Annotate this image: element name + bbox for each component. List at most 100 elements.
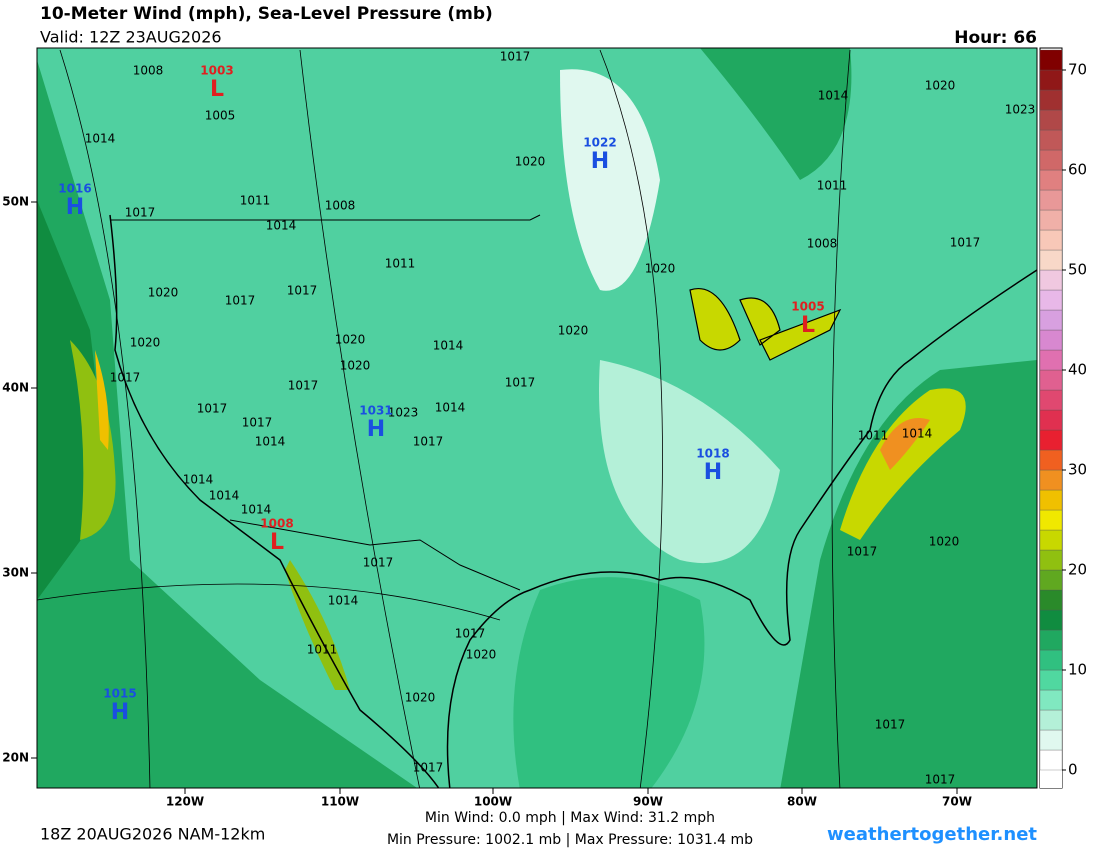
- isobar-label: 1020: [405, 691, 436, 705]
- title: 10-Meter Wind (mph), Sea-Level Pressure …: [40, 4, 493, 24]
- atlantic-wind: [780, 360, 1037, 788]
- lat-label: 20N: [2, 751, 29, 765]
- calm-area: [599, 360, 780, 564]
- isobar-label: 1014: [209, 489, 240, 503]
- canada-wind: [700, 48, 852, 180]
- isobar-label: 1014: [255, 435, 286, 449]
- lon-label: 120W: [166, 795, 204, 809]
- pressure-value: 1015: [103, 687, 136, 701]
- isobar-label: 1020: [645, 262, 676, 276]
- isobar-label: 1017: [950, 236, 981, 250]
- isobar-label: 1017: [287, 284, 318, 298]
- calm-area: [560, 69, 660, 291]
- coastline: [109, 214, 1037, 788]
- colorbar-label: 40: [1068, 361, 1087, 379]
- isobar-label: 1023: [388, 406, 419, 420]
- pressure-symbol: H: [591, 149, 609, 174]
- isobar-label: 1020: [925, 79, 956, 93]
- isobar-label: 1017: [847, 545, 878, 559]
- colorbar-segment: [1039, 609, 1063, 631]
- pressure-value: 1008: [260, 517, 293, 531]
- isobar-label: 1008: [133, 64, 164, 78]
- pressure-symbol: L: [270, 530, 284, 555]
- colorbar-segment: [1039, 309, 1063, 331]
- colorbar-segment: [1039, 689, 1063, 711]
- isobar-label: 1017: [500, 50, 531, 64]
- isobar-label: 1020: [340, 359, 371, 373]
- colorbar-segment: [1039, 249, 1063, 271]
- colorbar-segment: [1039, 569, 1063, 591]
- colorbar-segment: [1039, 229, 1063, 251]
- borders: [110, 214, 541, 591]
- isobar-label: 1020: [130, 336, 161, 350]
- valid-time: Valid: 12Z 23AUG2026: [40, 28, 222, 47]
- colorbar-segment: [1039, 269, 1063, 291]
- colorbar-segment: [1039, 629, 1063, 651]
- forecast-hour: Hour: 66: [954, 28, 1037, 48]
- lon-label: 100W: [474, 795, 512, 809]
- pressure-symbol: L: [801, 313, 815, 338]
- isobar-label: 1020: [335, 333, 366, 347]
- isobar-label: 1017: [125, 206, 156, 220]
- colorbar-label: 30: [1068, 461, 1087, 479]
- colorbar-segment: [1039, 69, 1063, 91]
- pressure-symbol: H: [704, 460, 722, 485]
- colorbar-segment: [1039, 429, 1063, 451]
- isobar-label: 1023: [1005, 103, 1036, 117]
- colorbar-segment: [1039, 369, 1063, 391]
- model-run: 18Z 20AUG2026 NAM-12km: [40, 825, 265, 844]
- gulf-of-california: [285, 560, 350, 690]
- pressure-range: Min Pressure: 1002.1 mb | Max Pressure: …: [387, 832, 753, 848]
- isobar-label: 1014: [328, 594, 359, 608]
- lon-label: 70W: [942, 795, 972, 809]
- isobar-label: 1017: [875, 718, 906, 732]
- colorbar-segment: [1039, 669, 1063, 691]
- colorbar-segment: [1039, 289, 1063, 311]
- map-frame: [36, 47, 1038, 789]
- isobar-label: 1008: [807, 237, 838, 251]
- isobar-label: 1020: [148, 286, 179, 300]
- isobar-label: 1020: [515, 155, 546, 169]
- wind-range: Min Wind: 0.0 mph | Max Wind: 31.2 mph: [425, 810, 715, 826]
- isobar-label: 1014: [85, 132, 116, 146]
- site-name[interactable]: weathertogether.net: [827, 824, 1037, 845]
- isobar-label: 1017: [363, 556, 394, 570]
- isobar-label: 1014: [266, 219, 297, 233]
- atlantic-jet: [840, 388, 966, 540]
- pressure-symbol: H: [367, 417, 385, 442]
- colorbar-segment: [1039, 749, 1063, 771]
- colorbar-segment: [1039, 549, 1063, 571]
- colorbar-segment: [1040, 770, 1062, 788]
- isobar-label: 1020: [929, 535, 960, 549]
- isobar-label: 1017: [505, 376, 536, 390]
- colorbar-segment: [1039, 449, 1063, 471]
- isobar-label: 1014: [435, 401, 466, 415]
- colorbar-segment: [1039, 529, 1063, 551]
- coastal-jet: [70, 340, 116, 540]
- isobar-label: 1017: [288, 379, 319, 393]
- colorbar-segment: [1039, 709, 1063, 731]
- isobar-label: 1017: [225, 294, 256, 308]
- colorbar-label: 0: [1068, 761, 1078, 779]
- pressure-symbol: L: [210, 77, 224, 102]
- pressure-value: 1016: [58, 182, 91, 196]
- pacific-wind: [37, 60, 418, 788]
- colorbar-segment: [1039, 469, 1063, 491]
- colorbar-label: 10: [1068, 661, 1087, 679]
- isobar-label: 1014: [183, 473, 214, 487]
- lon-label: 90W: [633, 795, 663, 809]
- colorbar-label: 70: [1068, 61, 1087, 79]
- colorbar-segment: [1039, 329, 1063, 351]
- great-lakes: [689, 288, 842, 361]
- isobar-label: 1011: [307, 643, 338, 657]
- colorbar-segment: [1039, 509, 1063, 531]
- lat-label: 40N: [2, 381, 29, 395]
- colorbar-segment: [1039, 649, 1063, 671]
- colorbar-segment: [1039, 389, 1063, 411]
- lat-label: 50N: [2, 195, 29, 209]
- pressure-value: 1005: [791, 300, 824, 314]
- isobar-label: 1014: [902, 427, 933, 441]
- colorbar-segment: [1039, 209, 1063, 231]
- colorbar-segment: [1039, 589, 1063, 611]
- lat-label: 30N: [2, 566, 29, 580]
